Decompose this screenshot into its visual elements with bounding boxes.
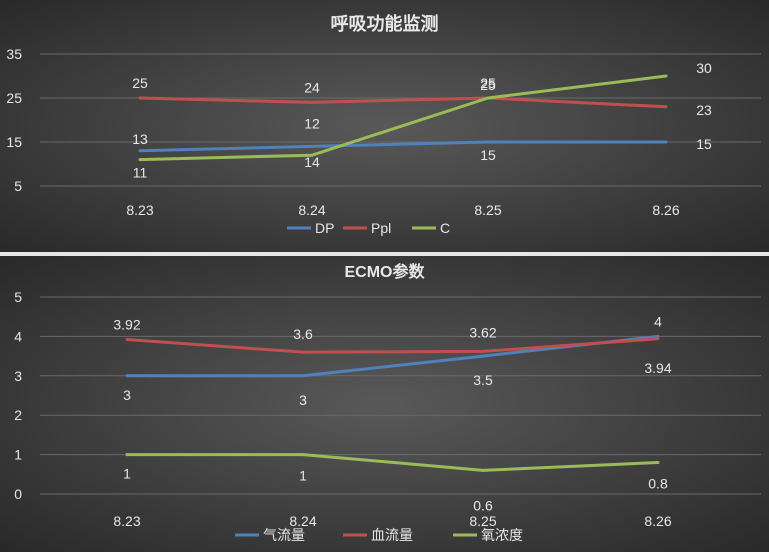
panel-divider <box>0 252 769 256</box>
legend-label: 气流量 <box>263 527 305 543</box>
chart-background <box>0 0 769 252</box>
data-point <box>138 158 142 162</box>
data-label: 24 <box>304 79 320 95</box>
data-label: 25 <box>480 77 496 93</box>
x-tick-label: 8.25 <box>469 513 496 529</box>
data-label: 1 <box>299 468 307 484</box>
x-tick-label: 8.26 <box>652 202 679 218</box>
y-tick-label: 5 <box>14 178 22 194</box>
data-label: 1 <box>123 466 131 482</box>
x-tick-label: 8.25 <box>474 202 501 218</box>
y-tick-label: 0 <box>14 486 22 502</box>
data-point <box>656 334 660 338</box>
data-label: 3.6 <box>293 326 313 342</box>
y-tick-label: 25 <box>6 90 22 106</box>
data-point <box>656 460 660 464</box>
respiratory-chart-panel: 呼吸功能监测 5 15 25 35 8.23 8.24 8.25 8.26 13 12 15 15 25 2… <box>0 0 769 252</box>
data-point <box>125 374 129 378</box>
data-label: 25 <box>480 75 496 91</box>
data-label: 23 <box>696 102 712 118</box>
data-label: 25 <box>132 75 148 91</box>
series-line-2 <box>139 74 667 162</box>
data-point <box>301 350 305 354</box>
data-point <box>310 144 314 148</box>
series-line-1 <box>139 96 667 109</box>
data-point <box>125 338 129 342</box>
y-tick-label: 1 <box>14 447 22 463</box>
x-tick-label: 8.24 <box>289 513 316 529</box>
legend-label: C <box>440 220 450 236</box>
data-point <box>481 354 485 358</box>
data-point <box>310 100 314 104</box>
data-label: 3 <box>299 392 307 408</box>
y-tick-label: 5 <box>14 289 22 305</box>
legend-label: 血流量 <box>371 527 413 543</box>
y-tick-label: 15 <box>6 134 22 150</box>
data-point <box>138 149 142 153</box>
respiratory-chart: 呼吸功能监测 5 15 25 35 8.23 8.24 8.25 8.26 13 12 15 15 25 2… <box>0 0 769 252</box>
data-point <box>301 374 305 378</box>
data-label: 3.62 <box>469 324 496 340</box>
legend-label: 氧浓度 <box>481 527 523 543</box>
data-label: 3.92 <box>113 317 140 333</box>
ecmo-chart-panel: ECMO参数 0 1 2 3 4 5 8.23 8.24 8.25 8.26 3 3 3.5 4 3.92 3.… <box>0 256 769 552</box>
y-tick-label: 35 <box>6 46 22 62</box>
data-point <box>486 140 490 144</box>
data-point <box>481 349 485 353</box>
data-label: 11 <box>133 165 148 181</box>
data-point <box>125 453 129 457</box>
data-label: 3.5 <box>473 372 493 388</box>
data-point <box>664 74 668 78</box>
chart-title: ECMO参数 <box>344 262 425 281</box>
data-label: 3.94 <box>644 360 671 376</box>
chart-title: 呼吸功能监测 <box>331 13 439 34</box>
y-tick-label: 4 <box>14 328 22 344</box>
data-point <box>486 96 490 100</box>
series-line-0 <box>139 140 666 153</box>
data-point <box>664 105 668 109</box>
legend-label: DP <box>315 220 334 236</box>
y-tick-label: 3 <box>14 368 22 384</box>
series-line-1 <box>126 337 659 354</box>
data-point <box>664 140 668 144</box>
x-tick-label: 8.26 <box>644 513 671 529</box>
x-tick-label: 8.23 <box>113 513 140 529</box>
data-label: 14 <box>304 154 320 170</box>
data-point <box>310 153 314 157</box>
data-point <box>138 96 142 100</box>
chart-background <box>0 256 769 552</box>
data-point <box>481 468 485 472</box>
data-label: 15 <box>480 147 496 163</box>
data-label: 4 <box>654 313 662 329</box>
data-point <box>301 453 305 457</box>
data-label: 0.8 <box>648 475 668 491</box>
data-label: 15 <box>696 136 712 152</box>
y-tick-label: 2 <box>14 407 22 423</box>
x-tick-label: 8.24 <box>298 202 325 218</box>
data-label: 3 <box>123 387 131 403</box>
data-label: 12 <box>304 115 320 131</box>
data-point <box>656 337 660 341</box>
legend-label: Ppl <box>371 220 391 236</box>
data-label: 13 <box>132 131 148 147</box>
ecmo-chart: ECMO参数 0 1 2 3 4 5 8.23 8.24 8.25 8.26 3 3 3.5 4 3.92 3.… <box>0 256 769 552</box>
x-tick-label: 8.23 <box>126 202 153 218</box>
series-line-2 <box>127 453 659 472</box>
data-label: 30 <box>696 60 712 76</box>
data-label: 0.6 <box>473 497 493 513</box>
